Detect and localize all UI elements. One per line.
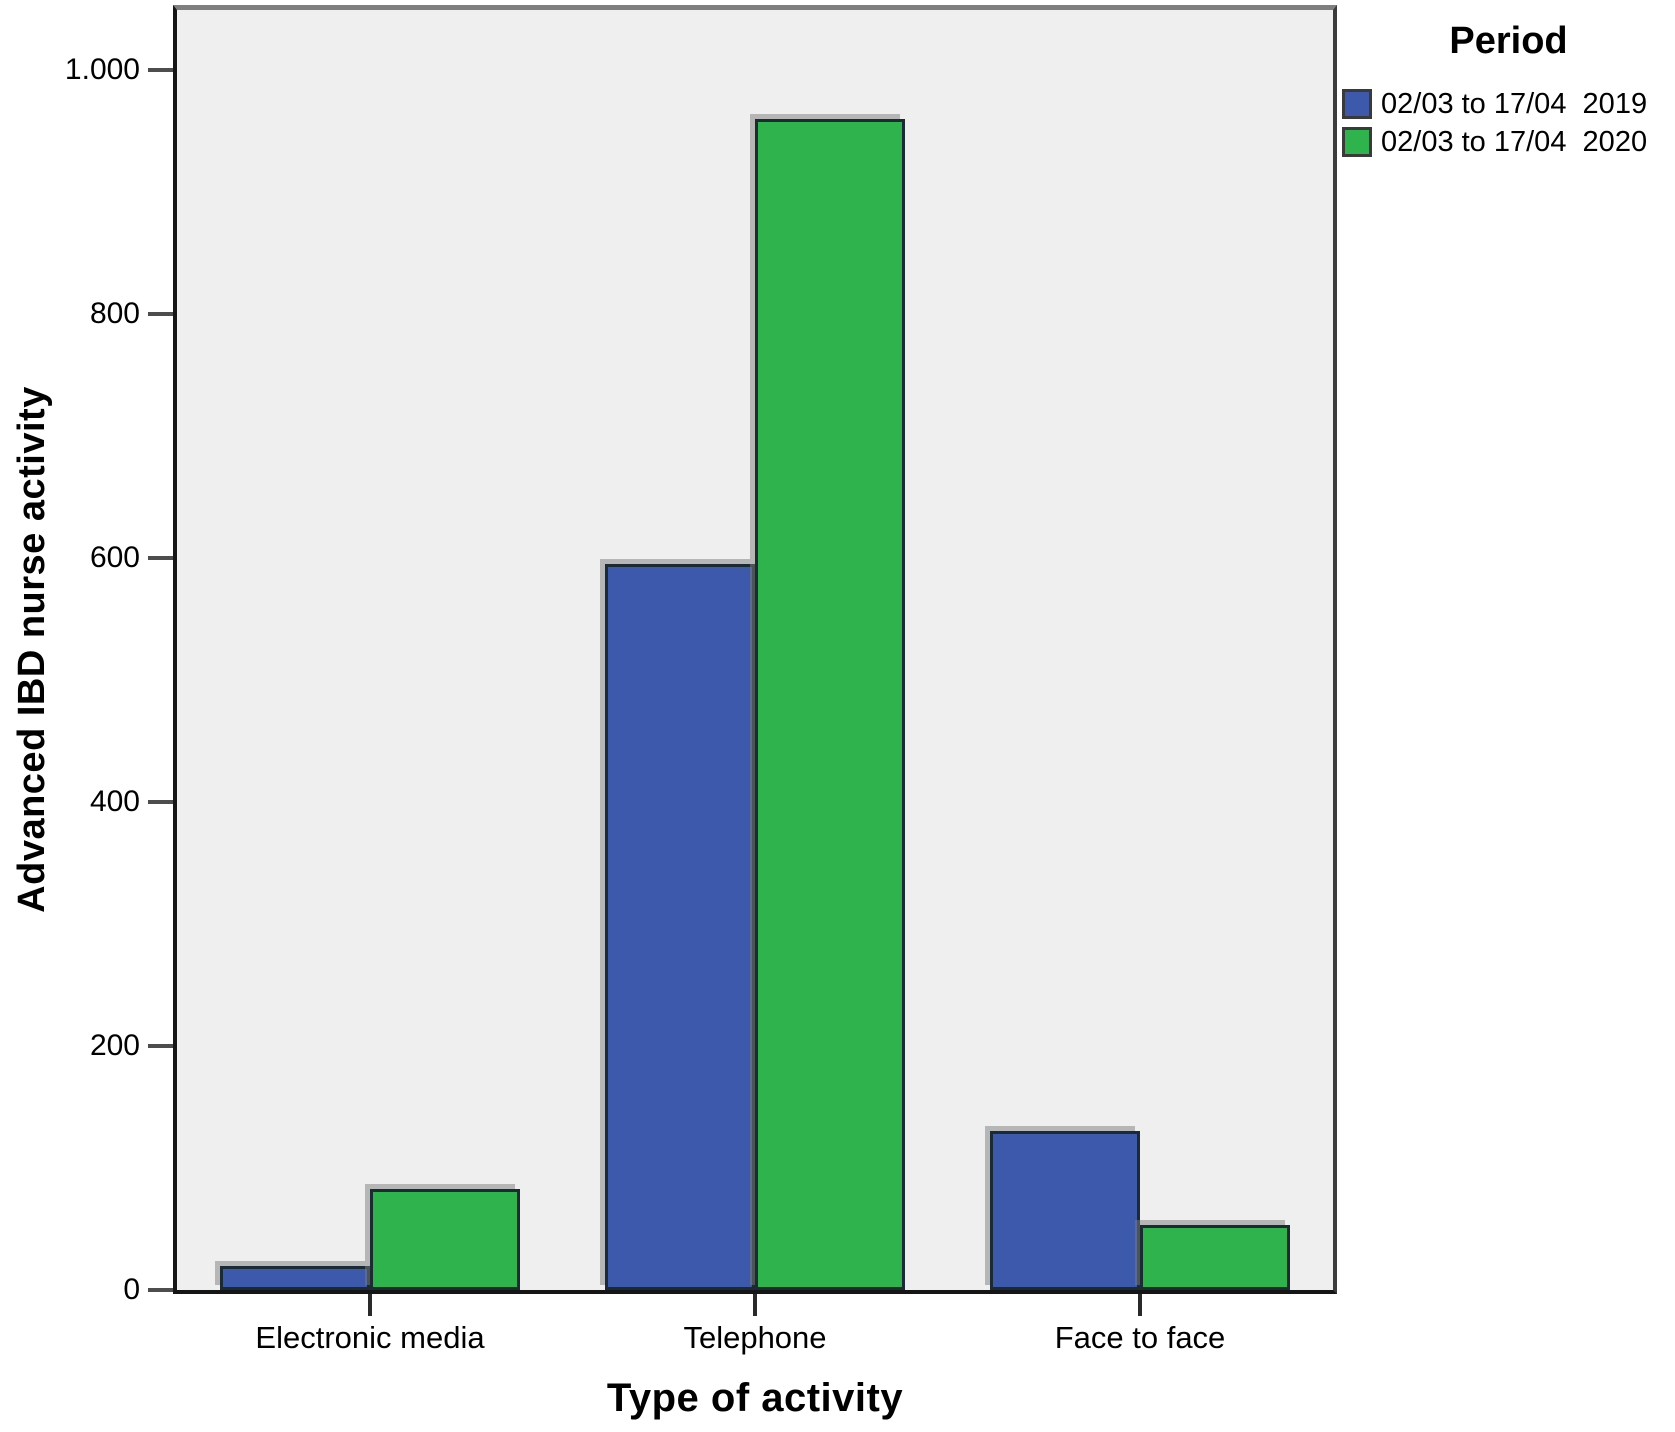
x-tick-label-telephone: Telephone [683,1320,827,1355]
x-tick-telephone [753,1294,757,1316]
y-tick-label-1000: 1.000 [64,53,140,86]
bar-electronic-media-2020 [370,1189,520,1290]
x-tick-label-face-to-face: Face to face [1054,1320,1226,1355]
x-tick-electronic-media [368,1294,372,1316]
legend-swatch-2020-green [1342,127,1372,157]
y-tick-200 [148,1044,173,1048]
legend-label-2020: 02/03 to 17/04 2020 [1381,125,1648,158]
bar-electronic-media-2019 [220,1266,370,1290]
x-tick-label-electronic-media: Electronic media [255,1320,485,1355]
y-tick-label-400: 400 [89,785,140,818]
legend-entry-2019: 02/03 to 17/04 2019 [1342,85,1675,123]
y-tick-label-800: 800 [89,297,140,330]
x-tick-face-to-face [1138,1294,1142,1316]
legend-entry-2020: 02/03 to 17/04 2020 [1342,123,1675,161]
y-tick-label-600: 600 [89,541,140,574]
y-tick-1000 [148,68,173,72]
y-tick-label-200: 200 [89,1029,140,1062]
x-axis-title: Type of activity [606,1376,904,1420]
legend-swatch-2019-blue [1342,89,1372,119]
bar-face-to-face-2020 [1140,1225,1290,1290]
y-tick-400 [148,800,173,804]
bar-telephone-2019 [605,564,755,1290]
legend-label-2019: 02/03 to 17/04 2019 [1381,87,1648,120]
y-tick-0 [148,1288,173,1292]
bar-face-to-face-2019 [990,1131,1140,1290]
y-axis-title-wrap: Advanced IBD nurse activity [0,5,64,1294]
y-tick-800 [148,312,173,316]
legend: Period 02/03 to 17/04 2019 02/03 to 17/0… [1342,20,1675,161]
y-tick-label-0: 0 [123,1273,140,1306]
y-axis-title: Advanced IBD nurse activity [10,386,53,913]
y-tick-600 [148,556,173,560]
bar-telephone-2020 [755,119,905,1290]
legend-title: Period [1449,20,1568,62]
